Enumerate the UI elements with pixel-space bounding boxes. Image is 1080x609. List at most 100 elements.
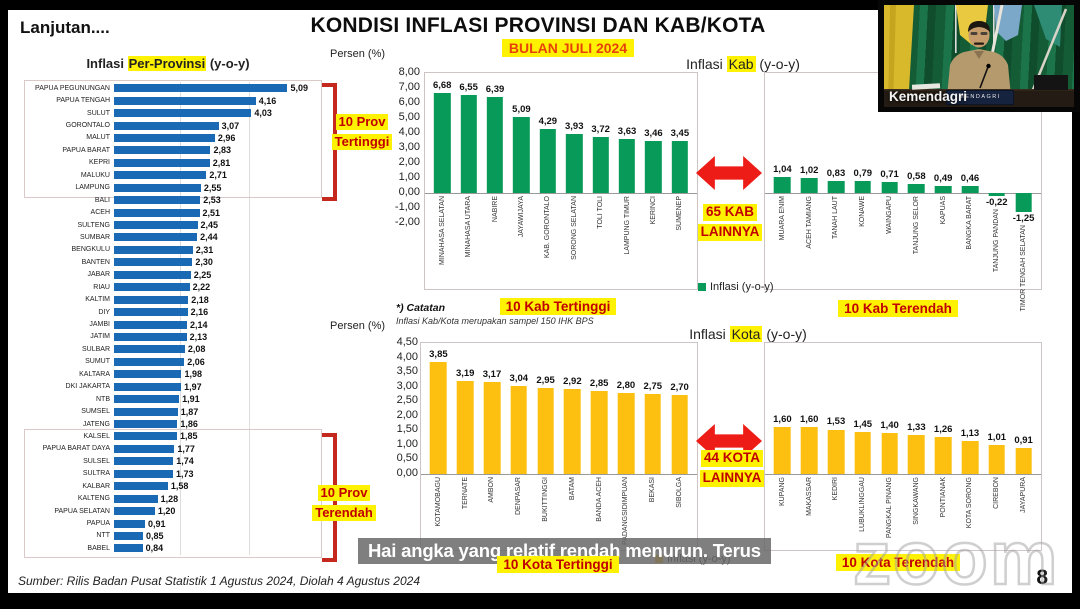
label-10-prov-tertinggi: 10 Prov Tertinggi — [326, 112, 398, 152]
province-label: JATIM — [90, 333, 110, 341]
province-bar — [114, 494, 158, 503]
bar-value: 0,91 — [1014, 434, 1033, 446]
bar-label: BEKASI — [649, 477, 657, 503]
province-row: PAPUA PEGUNUNGAN 5,09 — [18, 82, 310, 94]
bar-label-wrap: CIREBON — [983, 477, 1010, 509]
province-bar-zone: 2,16 — [114, 306, 310, 318]
bar-label: ACEH TAMIANG — [805, 196, 813, 249]
bar-column: 0,79 KONAWE — [849, 73, 876, 289]
province-row: KALTENG 1,28 — [18, 492, 310, 504]
province-label: PAPUA SELATAN — [54, 507, 110, 515]
province-value: 1,91 — [182, 394, 200, 405]
kota-double-arrow-icon — [696, 418, 762, 469]
province-value: 2,30 — [195, 257, 213, 268]
kab-y-axis: 8,00 7,00 6,00 5,00 4,00 3,00 2,00 1,00 0,00 -1,0… — [376, 66, 420, 232]
province-bar — [114, 245, 193, 254]
bar-label-wrap: BATAM — [559, 477, 586, 500]
desk-nameplate: MENDAGRI — [946, 90, 1014, 105]
bar — [881, 182, 898, 193]
webcam-participant-name: Kemendagri — [889, 89, 968, 104]
province-row: ACEH 2,51 — [18, 206, 310, 218]
bar-column: 3,72 TOLI TOLI — [587, 73, 613, 289]
province-row: KEPRI 2,81 — [18, 157, 310, 169]
kab-tertinggi-chart: 6,68 MINAHASA SELATAN 6,55 MINAHASA UTARA 6,… — [424, 72, 698, 290]
province-label: PAPUA PEGUNUNGAN — [35, 84, 110, 92]
province-value: 1,87 — [180, 406, 199, 417]
bar — [645, 141, 662, 193]
province-row: LAMPUNG 2,55 — [18, 182, 310, 194]
bar-label-wrap: MAKASSAR — [796, 477, 823, 516]
province-bar — [114, 96, 256, 105]
province-value: 2,31 — [195, 244, 214, 255]
province-bar-zone: 2,31 — [114, 244, 310, 256]
bar — [456, 381, 474, 474]
kab-title-pre: Inflasi — [686, 56, 727, 72]
province-bar-zone: 4,16 — [114, 94, 310, 106]
label-text: 10 Kab Terendah — [838, 300, 958, 317]
province-label: BENGKULU — [71, 246, 110, 254]
kab-legend: Inflasi (y-o-y) — [698, 281, 774, 293]
kota-hi-baseline — [421, 474, 697, 475]
bar-label: KEDIRI — [832, 477, 840, 501]
bar-label-wrap: TOLI TOLI — [587, 196, 613, 229]
province-value: 1,74 — [176, 456, 194, 467]
province-row: SULBAR 2,08 — [18, 343, 310, 355]
bar-label: KAPUAS — [939, 196, 947, 225]
province-bar — [114, 407, 178, 416]
kab-lo-bars: 1,04 MUARA ENIM 1,02 ACEH TAMIANG 0,83 TANAH … — [769, 73, 1037, 311]
bar-column: 1,26 PONTIANAK — [930, 343, 957, 550]
province-label: MALUKU — [80, 171, 110, 179]
bar-label: AMBON — [488, 477, 496, 503]
bar-value: 3,72 — [591, 124, 610, 136]
page-number: 8 — [1036, 566, 1048, 589]
province-label: DIY — [98, 308, 110, 316]
bar-value: 1,53 — [826, 416, 846, 428]
bar-value: 1,33 — [907, 422, 926, 434]
bar-label-wrap: SINGKAWANG — [903, 477, 930, 525]
bar-value: 3,19 — [455, 368, 475, 380]
y-axis-tick: -2,00 — [394, 216, 420, 228]
province-bar-zone: 1,74 — [114, 455, 310, 467]
province-row: JATENG 1,86 — [18, 418, 310, 430]
province-label: DKI JAKARTA — [65, 383, 110, 391]
province-row: SUMSEL 1,87 — [18, 405, 310, 417]
bar-value: 0,71 — [880, 169, 899, 181]
bar-column: 0,83 TANAH LAUT — [823, 73, 850, 289]
bar-label: PONTIANAK — [939, 477, 947, 518]
province-bar — [114, 482, 168, 491]
province-label: KALTENG — [77, 495, 110, 503]
province-bar-zone: 0,91 — [114, 517, 310, 529]
papers — [911, 83, 941, 90]
y-axis-tick: 4,00 — [396, 350, 418, 363]
y-axis-tick: 2,00 — [396, 408, 418, 421]
kota-title-post: (y-o-y) — [762, 326, 807, 342]
province-row: DKI JAKARTA 1,97 — [18, 381, 310, 393]
y-axis-tick: 1,50 — [396, 423, 418, 436]
bar — [881, 433, 898, 474]
bar — [988, 193, 1006, 197]
bar-value: 5,09 — [512, 103, 531, 115]
bar-column: 2,95 BUKITTINGGI — [532, 343, 559, 550]
y-axis-tick: 0,50 — [396, 452, 418, 465]
bar-column: 1,40 PANGKAL PINANG — [876, 343, 903, 550]
province-label: SULBAR — [81, 345, 110, 353]
desk-monitor — [1034, 75, 1068, 90]
bar-value: 6,55 — [459, 81, 478, 93]
bar-value: 3,63 — [617, 125, 637, 137]
province-label: ACEH — [90, 209, 110, 217]
province-value: 1,58 — [170, 481, 189, 492]
bar-column: 2,85 BANDA ACEH — [586, 343, 613, 550]
bar-label: LAMPUNG TIMUR — [623, 196, 631, 255]
bar-column: -0,22 TANJUNG PANDAN — [983, 73, 1010, 289]
bar-value: 1,01 — [987, 431, 1007, 443]
bar-label: DENPASAR — [515, 477, 523, 515]
microphone — [979, 66, 989, 89]
bar — [961, 186, 979, 193]
bar-label-wrap: TANJUNG SELOR — [903, 196, 930, 254]
bar — [671, 395, 688, 474]
province-label: RIAU — [93, 283, 110, 291]
bar-label: SINGKAWANG — [912, 477, 920, 525]
province-bar — [114, 233, 198, 242]
bar — [854, 431, 872, 474]
province-value: 1,97 — [184, 381, 202, 392]
